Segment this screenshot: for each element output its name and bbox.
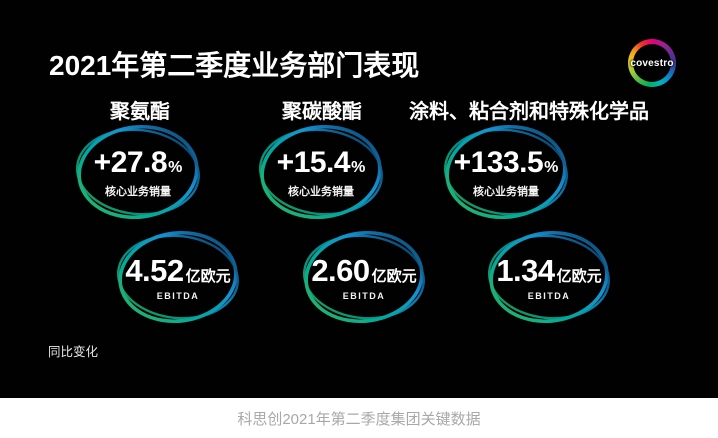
hand-drawn-ring-icon <box>258 124 384 220</box>
yoy-footnote: 同比变化 <box>48 345 99 359</box>
slide-title: 2021年第二季度业务部门表现 <box>49 50 420 81</box>
figure-caption: 科思创2021年第二季度集团关键数据 <box>237 410 481 428</box>
ebitda-circle-polycarbonates: 2.60 亿欧元 EBITDA <box>302 230 426 324</box>
ebitda-value-line: 4.52 亿欧元 <box>125 253 230 289</box>
volume-value-line: +15.4 % <box>277 146 366 180</box>
volume-circle-coatings: +133.5 % 核心业务销量 <box>443 124 569 220</box>
segment-header-coatings: 涂料、粘合剂和特殊化学品 <box>409 101 649 123</box>
hand-drawn-ring-icon <box>116 230 240 324</box>
caption-bar: 科思创2021年第二季度集团关键数据 <box>0 398 718 438</box>
ebitda-circle-coatings: 1.34 亿欧元 EBITDA <box>487 230 611 324</box>
ebitda-content: 1.34 亿欧元 EBITDA <box>496 253 601 301</box>
volume-value: +27.8 <box>93 145 168 179</box>
ebitda-value: 2.60 <box>311 253 370 288</box>
ebitda-value-line: 2.60 亿欧元 <box>311 253 416 289</box>
ebitda-value: 1.34 <box>496 253 555 288</box>
segment-header-polyurethanes: 聚氨酯 <box>110 101 170 123</box>
volume-unit: % <box>544 158 559 176</box>
hand-drawn-ring-icon <box>75 124 201 220</box>
volume-label: 核心业务销量 <box>472 185 539 198</box>
volume-content: +133.5 % 核心业务销量 <box>454 146 559 199</box>
volume-unit: % <box>351 158 366 176</box>
ebitda-content: 2.60 亿欧元 EBITDA <box>311 253 416 301</box>
ebitda-label: EBITDA <box>527 291 571 301</box>
ebitda-label: EBITDA <box>342 291 386 301</box>
volume-value: +133.5 <box>453 145 544 179</box>
ebitda-value-line: 1.34 亿欧元 <box>496 253 601 289</box>
slide-canvas: 2021年第二季度业务部门表现 covestro 聚氨酯 聚碳酸酯 涂料、粘合剂… <box>0 0 718 398</box>
ebitda-value: 4.52 <box>125 253 184 288</box>
ebitda-content: 4.52 亿欧元 EBITDA <box>125 253 230 301</box>
covestro-logo-icon: covestro <box>628 39 676 87</box>
volume-value-line: +27.8 % <box>94 146 183 180</box>
volume-unit: % <box>168 158 183 176</box>
volume-circle-polyurethanes: +27.8 % 核心业务销量 <box>75 124 201 220</box>
ebitda-unit: 亿欧元 <box>371 268 417 285</box>
hand-drawn-ring-icon <box>302 230 426 324</box>
hand-drawn-ring-icon <box>487 230 611 324</box>
volume-value-line: +133.5 % <box>454 146 559 180</box>
volume-content: +15.4 % 核心业务销量 <box>277 146 366 199</box>
ebitda-unit: 亿欧元 <box>185 268 231 285</box>
volume-label: 核心业务销量 <box>288 185 354 198</box>
segment-header-polycarbonates: 聚碳酸酯 <box>282 101 362 123</box>
covestro-logo-text: covestro <box>630 57 674 69</box>
volume-value: +15.4 <box>276 145 351 179</box>
ebitda-label: EBITDA <box>156 291 200 301</box>
volume-circle-polycarbonates: +15.4 % 核心业务销量 <box>258 124 384 220</box>
ebitda-circle-polyurethanes: 4.52 亿欧元 EBITDA <box>116 230 240 324</box>
volume-label: 核心业务销量 <box>105 185 171 198</box>
volume-content: +27.8 % 核心业务销量 <box>94 146 183 199</box>
ebitda-unit: 亿欧元 <box>556 268 602 285</box>
hand-drawn-ring-icon <box>443 124 569 220</box>
